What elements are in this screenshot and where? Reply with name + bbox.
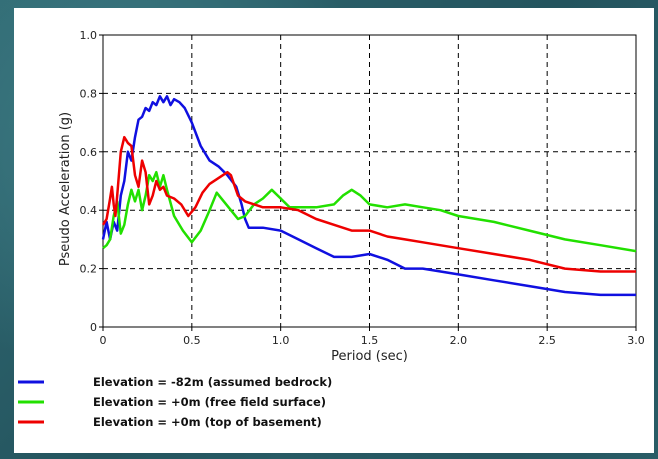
x-tick-label: 2.5 bbox=[538, 334, 556, 347]
x-tick-label: 1.0 bbox=[272, 334, 290, 347]
series-line-1 bbox=[101, 95, 636, 297]
x-axis-label: Period (sec) bbox=[331, 349, 408, 364]
x-tick-label: 0 bbox=[100, 334, 107, 347]
response-spectrum-chart: 0 0.5 1.0 1.5 2.0 2.5 3.0 0 0.2 0.4 0.6 0.8 1.0 Peri… bbox=[18, 29, 645, 429]
legend: Elevation = -82m (assumed bedrock) Elevat… bbox=[18, 375, 332, 429]
y-tick-label: 0.2 bbox=[80, 263, 98, 276]
tick-labels: 0 0.5 1.0 1.5 2.0 2.5 3.0 0 0.2 0.4 0.6 0.8 1.0 bbox=[80, 29, 645, 347]
y-tick-label: 0.6 bbox=[80, 146, 98, 159]
series-lines bbox=[101, 95, 637, 297]
legend-label-2: Elevation = +0m (free field surface) bbox=[93, 395, 326, 409]
x-tick-label: 2.0 bbox=[450, 334, 468, 347]
x-tick-label: 3.0 bbox=[627, 334, 645, 347]
legend-label-3: Elevation = +0m (top of basement) bbox=[93, 415, 322, 429]
x-tick-label: 1.5 bbox=[361, 334, 379, 347]
y-tick-label: 0.8 bbox=[80, 87, 98, 100]
series-line-2 bbox=[102, 170, 637, 253]
axes bbox=[99, 34, 637, 331]
y-axis-label: Pseudo Acceleration (g) bbox=[58, 112, 73, 266]
x-tick-label: 0.5 bbox=[183, 334, 201, 347]
legend-label-1: Elevation = -82m (assumed bedrock) bbox=[93, 375, 332, 389]
grid-lines bbox=[103, 35, 636, 327]
plot-frame bbox=[102, 34, 637, 328]
series-line-3 bbox=[101, 135, 636, 273]
y-tick-label: 1.0 bbox=[80, 29, 98, 42]
y-tick-label: 0 bbox=[90, 321, 97, 334]
chart-panel: 0 0.5 1.0 1.5 2.0 2.5 3.0 0 0.2 0.4 0.6 0.8 1.0 Peri… bbox=[14, 8, 654, 453]
y-tick-label: 0.4 bbox=[80, 204, 98, 217]
